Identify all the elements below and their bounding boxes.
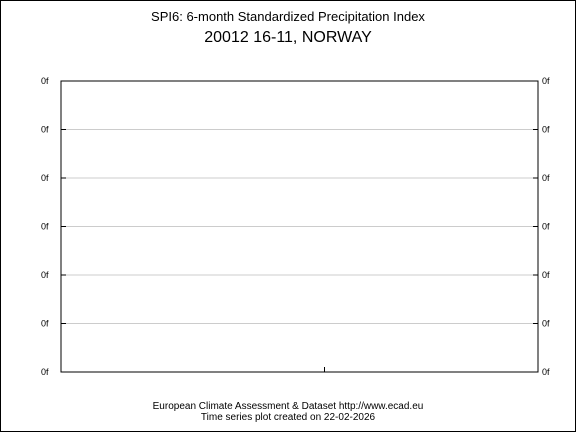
y-tick-label-right: 0f <box>542 319 550 329</box>
y-tick-label-right: 0f <box>542 173 550 183</box>
y-tick-label-left: 0f <box>41 125 49 135</box>
y-tick-label-left: 0f <box>41 173 49 183</box>
y-tick-label-right: 0f <box>542 222 550 232</box>
y-tick-label-right: 0f <box>542 76 550 86</box>
footer-created-date: Time series plot created on 22-02-2026 <box>200 412 376 423</box>
chart-title: SPI6: 6-month Standardized Precipitation… <box>151 9 425 24</box>
y-tick-label-right: 0f <box>542 125 550 135</box>
y-tick-label-right: 0f <box>542 270 550 280</box>
y-tick-label-left: 0f <box>41 367 49 377</box>
y-tick-label-left: 0f <box>41 319 49 329</box>
chart-subtitle: 20012 16-11, NORWAY <box>204 29 372 46</box>
y-tick-label-left: 0f <box>41 76 49 86</box>
y-axis-left: 0f 0f 0f 0f 0f 0f 0f <box>41 76 66 377</box>
y-axis-right: 0f 0f 0f 0f 0f 0f 0f <box>533 76 550 377</box>
y-tick-label-right: 0f <box>542 367 550 377</box>
footer-credit: European Climate Assessment & Dataset ht… <box>152 401 424 412</box>
y-tick-label-left: 0f <box>41 270 49 280</box>
y-tick-label-left: 0f <box>41 222 49 232</box>
grid-lines <box>61 129 538 324</box>
